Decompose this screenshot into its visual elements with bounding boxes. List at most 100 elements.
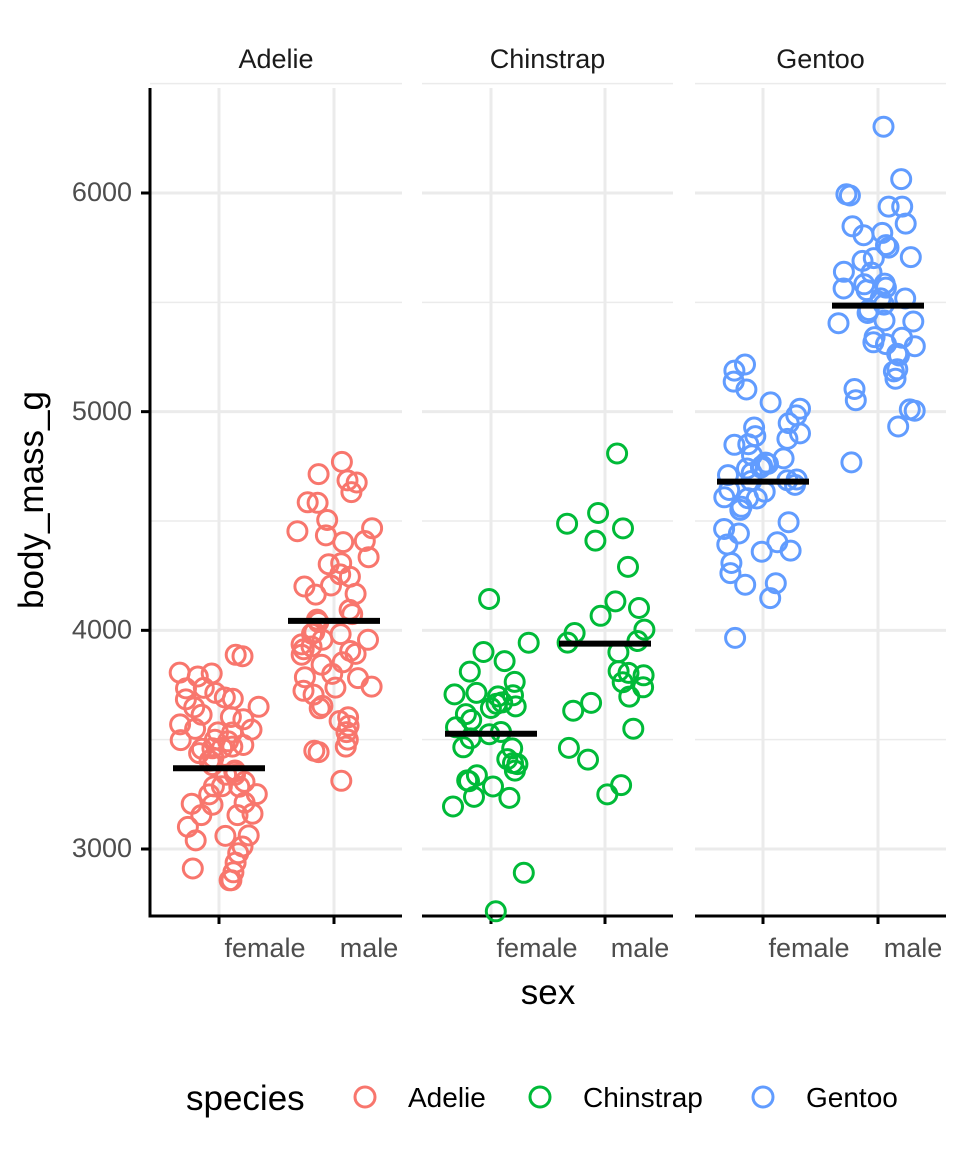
legend-key-chinstrap (528, 1085, 552, 1109)
data-point (286, 520, 309, 543)
data-point (493, 650, 516, 673)
data-point (580, 691, 603, 714)
data-point (841, 215, 864, 238)
data-point (853, 273, 876, 296)
y-tick-label: 6000 (72, 177, 132, 207)
y-tick-label: 4000 (72, 614, 132, 644)
data-point (851, 249, 874, 272)
data-point (556, 512, 579, 535)
data-point (589, 604, 612, 627)
legend-label-gentoo: Gentoo (806, 1082, 898, 1113)
data-point (478, 588, 501, 610)
data-point (232, 708, 255, 731)
data-point (337, 706, 360, 729)
y-tick-label: 5000 (72, 396, 132, 426)
data-point (316, 509, 339, 531)
data-point (512, 861, 535, 884)
data-point (180, 792, 203, 815)
data-point (722, 370, 745, 393)
data-point (716, 533, 739, 556)
data-point (202, 775, 225, 798)
data-point (347, 667, 369, 690)
data-point (764, 572, 787, 595)
data-point (727, 522, 750, 545)
data-point (750, 540, 773, 563)
data-point (293, 575, 316, 598)
data-point (844, 389, 867, 412)
data-point (744, 425, 767, 448)
data-point (873, 272, 896, 295)
data-point (577, 748, 599, 771)
data-point (872, 115, 895, 138)
data-point (496, 748, 519, 771)
legend-label-chinstrap: Chinstrap (583, 1082, 703, 1113)
facet-adelie: Adelie female male (150, 44, 402, 963)
data-point (835, 183, 858, 206)
data-point (891, 326, 913, 349)
data-point (330, 769, 353, 792)
data-point (361, 517, 384, 540)
legend-title: species (186, 1079, 305, 1118)
data-point (504, 695, 527, 718)
x-axis-title: sex (521, 973, 576, 1012)
data-point (759, 587, 782, 610)
data-point (308, 697, 331, 720)
data-point (789, 397, 811, 420)
points-chinstrap-female (442, 588, 540, 923)
x-tick-label: male (340, 933, 399, 963)
points-gentoo-male (827, 115, 926, 474)
legend-label-adelie: Adelie (408, 1082, 486, 1113)
facet-strip-label: Adelie (238, 44, 313, 74)
data-point (723, 433, 746, 456)
data-point (293, 666, 316, 689)
data-point (840, 451, 863, 474)
data-point (324, 676, 347, 699)
data-point (188, 742, 211, 765)
data-point (633, 618, 656, 641)
data-point (596, 783, 619, 806)
y-tick-label: 3000 (72, 833, 132, 863)
data-point (832, 260, 855, 283)
data-point (877, 195, 900, 218)
data-point (736, 457, 758, 480)
data-point (169, 713, 192, 736)
data-point (501, 737, 524, 760)
x-tick-label: male (611, 933, 670, 963)
data-point (472, 641, 495, 663)
data-point (357, 628, 379, 651)
data-point (723, 359, 746, 382)
data-point (759, 391, 782, 414)
facet-strip-label: Chinstrap (490, 44, 606, 74)
data-point (587, 502, 610, 524)
data-point (465, 764, 488, 787)
data-point (330, 552, 353, 575)
x-tick-label: female (768, 933, 849, 963)
data-point (777, 412, 800, 435)
data-point (226, 804, 249, 827)
data-point (479, 697, 502, 719)
data-point (339, 640, 362, 662)
data-point (169, 729, 192, 752)
data-point (300, 635, 323, 658)
data-point (231, 835, 254, 858)
data-point (562, 699, 585, 722)
data-point (899, 246, 922, 269)
legend-key-adelie (353, 1085, 377, 1109)
data-point (713, 518, 736, 540)
data-point (207, 721, 229, 744)
data-point (442, 795, 464, 818)
data-point (231, 645, 254, 668)
data-point (228, 775, 251, 798)
data-point (606, 442, 629, 465)
data-point (734, 353, 756, 376)
data-point (329, 623, 352, 646)
data-point (503, 670, 526, 693)
data-point (632, 676, 655, 699)
data-point (903, 399, 926, 422)
data-point (584, 529, 607, 552)
data-point (303, 739, 326, 762)
data-point (237, 824, 260, 847)
data-point (617, 661, 640, 684)
